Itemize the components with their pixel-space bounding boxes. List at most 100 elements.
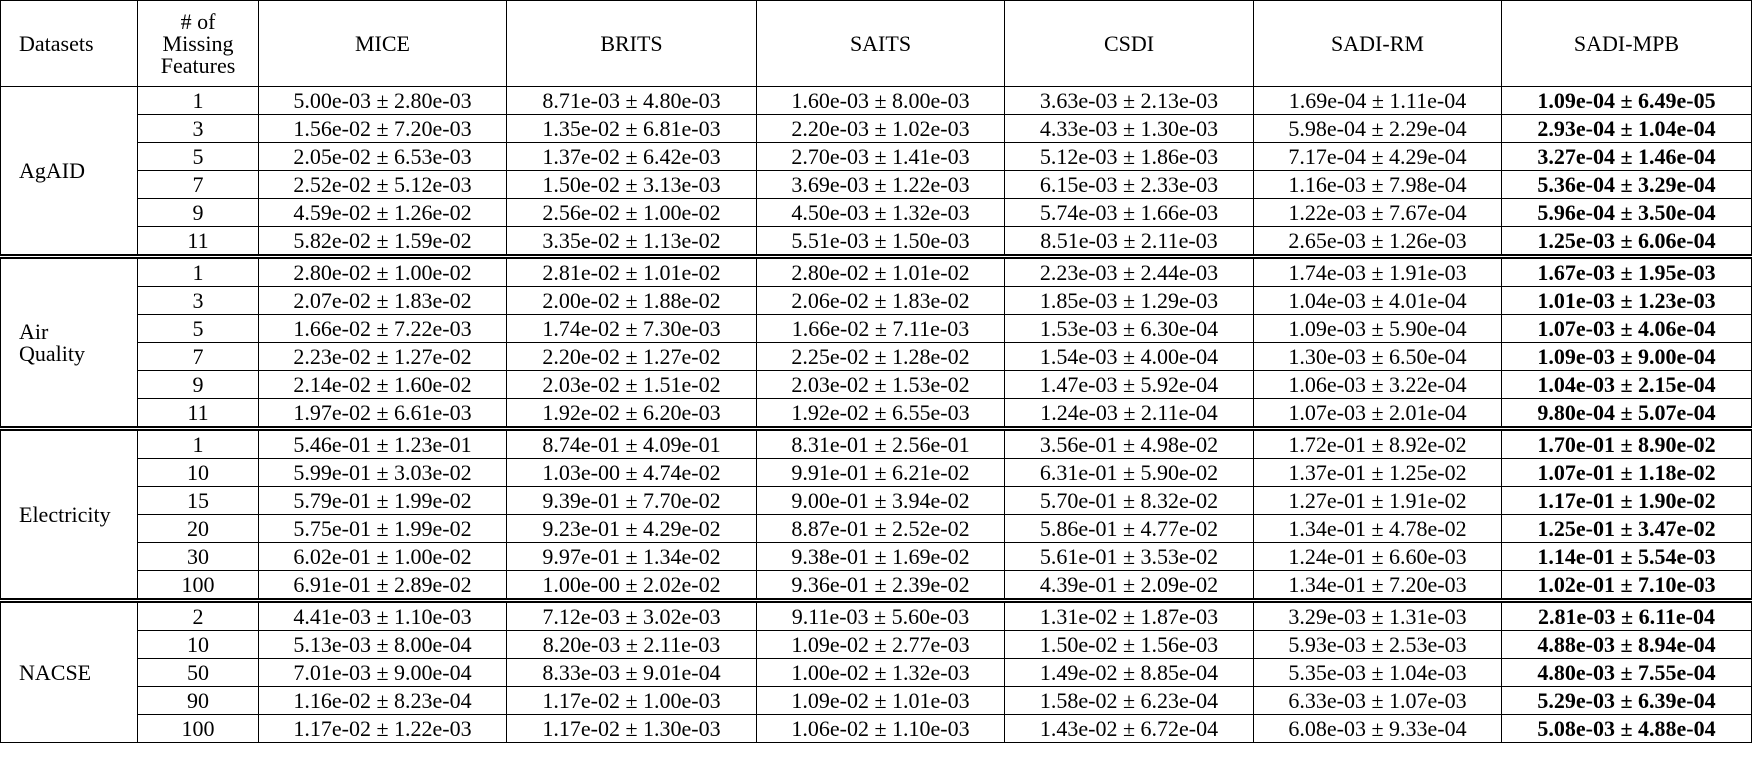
dataset-group: NACSE 2 4.41e-03 ± 1.10e-03 7.12e-03 ± 3.02…	[0, 600, 1752, 743]
missing-features-cell: 100	[137, 570, 259, 601]
metric-cell: 2.25e-02 ± 1.28e-02	[756, 342, 1005, 371]
dataset-label: AgAID	[19, 157, 85, 183]
metric-cell: 1.04e-03 ± 2.15e-04	[1501, 370, 1752, 399]
missing-features-cell: 11	[137, 398, 259, 429]
metric-cell: 6.33e-03 ± 1.07e-03	[1253, 686, 1502, 715]
dataset-group: Air Quality 1 2.80e-02 ± 1.00e-02 2.81e-02 ±…	[0, 256, 1752, 429]
missing-features-cell: 15	[137, 486, 259, 515]
table-row: Air Quality 1 2.80e-02 ± 1.00e-02 2.81e-02 ±…	[0, 256, 1752, 429]
missing-features-cell: 5	[137, 142, 259, 171]
metric-cell: 1.00e-02 ± 1.32e-03	[756, 658, 1005, 687]
metric-cell: 5.74e-03 ± 1.66e-03	[1004, 198, 1254, 227]
column-header: SADI-RM	[1253, 0, 1502, 87]
table-row: 7 2.23e-02 ± 1.27e-02 2.20e-02 ± 1.27e-02 2…	[1, 342, 1752, 371]
metric-cell: 1.09e-02 ± 2.77e-03	[756, 630, 1005, 659]
metric-cell: 1.56e-02 ± 7.20e-03	[258, 114, 507, 143]
metric-cell: 4.50e-03 ± 1.32e-03	[756, 198, 1005, 227]
missing-features-cell: 2	[137, 600, 259, 631]
metric-cell: 1.09e-02 ± 1.01e-03	[756, 686, 1005, 715]
metric-cell: 1.17e-02 ± 1.22e-03	[258, 714, 507, 743]
dataset-label: Electricity	[19, 501, 111, 527]
table-row: 90 1.16e-02 ± 8.23e-04 1.17e-02 ± 1.00e-03…	[1, 686, 1752, 715]
metric-cell: 5.13e-03 ± 8.00e-04	[258, 630, 507, 659]
header-text: BRITS	[600, 30, 663, 56]
dataset-name: Air Quality	[0, 256, 138, 429]
metric-cell: 1.09e-04 ± 6.49e-05	[1501, 86, 1752, 115]
metric-cell: 1.34e-01 ± 4.78e-02	[1253, 514, 1502, 543]
metric-cell: 1.09e-03 ± 9.00e-04	[1501, 342, 1752, 371]
metric-cell: 9.36e-01 ± 2.39e-02	[756, 570, 1005, 601]
metric-cell: 1.14e-01 ± 5.54e-03	[1501, 542, 1752, 571]
metric-cell: 5.93e-03 ± 2.53e-03	[1253, 630, 1502, 659]
metric-cell: 5.29e-03 ± 6.39e-04	[1501, 686, 1752, 715]
missing-features-cell: 3	[137, 286, 259, 315]
missing-features-cell: 3	[137, 114, 259, 143]
metric-cell: 1.92e-02 ± 6.20e-03	[506, 398, 757, 429]
metric-cell: 1.16e-03 ± 7.98e-04	[1253, 170, 1502, 199]
missing-features-cell: 100	[137, 714, 259, 743]
metric-cell: 1.01e-03 ± 1.23e-03	[1501, 286, 1752, 315]
table-row: 5 1.66e-02 ± 7.22e-03 1.74e-02 ± 7.30e-03 1…	[1, 314, 1752, 343]
metric-cell: 1.22e-03 ± 7.67e-04	[1253, 198, 1502, 227]
metric-cell: 9.38e-01 ± 1.69e-02	[756, 542, 1005, 571]
column-header: SADI-MPB	[1501, 0, 1752, 87]
metric-cell: 1.30e-03 ± 6.50e-04	[1253, 342, 1502, 371]
metric-cell: 5.96e-04 ± 3.50e-04	[1501, 198, 1752, 227]
table-header: Datasets # of Missing Features MICE BRITS SAIT…	[0, 0, 1752, 87]
metric-cell: 5.79e-01 ± 1.99e-02	[258, 486, 507, 515]
column-header: BRITS	[506, 0, 757, 87]
metric-cell: 2.14e-02 ± 1.60e-02	[258, 370, 507, 399]
metric-cell: 4.88e-03 ± 8.94e-04	[1501, 630, 1752, 659]
metric-cell: 3.35e-02 ± 1.13e-02	[506, 226, 757, 257]
table-row: 9 2.14e-02 ± 1.60e-02 2.03e-02 ± 1.51e-02 2…	[1, 370, 1752, 399]
metric-cell: 4.59e-02 ± 1.26e-02	[258, 198, 507, 227]
metric-cell: 9.00e-01 ± 3.94e-02	[756, 486, 1005, 515]
metric-cell: 1.74e-03 ± 1.91e-03	[1253, 256, 1502, 287]
metric-cell: 1.04e-03 ± 4.01e-04	[1253, 286, 1502, 315]
metric-cell: 5.00e-03 ± 2.80e-03	[258, 86, 507, 115]
metric-cell: 1.47e-03 ± 5.92e-04	[1004, 370, 1254, 399]
metric-cell: 1.07e-03 ± 2.01e-04	[1253, 398, 1502, 429]
metric-cell: 5.75e-01 ± 1.99e-02	[258, 514, 507, 543]
metric-cell: 1.50e-02 ± 1.56e-03	[1004, 630, 1254, 659]
metric-cell: 1.27e-01 ± 1.91e-02	[1253, 486, 1502, 515]
table-row: 11 5.82e-02 ± 1.59e-02 3.35e-02 ± 1.13e-02…	[1, 226, 1752, 257]
dataset-label: Quality	[19, 340, 85, 366]
header-text: SADI-MPB	[1573, 30, 1680, 56]
metric-cell: 2.81e-03 ± 6.11e-04	[1501, 600, 1752, 631]
metric-cell: 2.80e-02 ± 1.00e-02	[258, 256, 507, 287]
metric-cell: 1.85e-03 ± 1.29e-03	[1004, 286, 1254, 315]
metric-cell: 1.07e-01 ± 1.18e-02	[1501, 458, 1752, 487]
table-row: 7 2.52e-02 ± 5.12e-03 1.50e-02 ± 3.13e-03 3…	[1, 170, 1752, 199]
metric-cell: 5.99e-01 ± 3.03e-02	[258, 458, 507, 487]
dataset-name: NACSE	[0, 600, 138, 743]
metric-cell: 2.20e-03 ± 1.02e-03	[756, 114, 1005, 143]
dataset-group: AgAID 1 5.00e-03 ± 2.80e-03 8.71e-03 ± 4.80…	[0, 86, 1752, 257]
metric-cell: 1.07e-03 ± 4.06e-04	[1501, 314, 1752, 343]
metric-cell: 5.82e-02 ± 1.59e-02	[258, 226, 507, 257]
table-row: 3 1.56e-02 ± 7.20e-03 1.35e-02 ± 6.81e-03 2…	[1, 114, 1752, 143]
metric-cell: 8.31e-01 ± 2.56e-01	[756, 428, 1005, 459]
results-table: Datasets # of Missing Features MICE BRITS SAIT…	[0, 0, 1752, 743]
missing-features-cell: 1	[137, 86, 259, 115]
metric-cell: 5.12e-03 ± 1.86e-03	[1004, 142, 1254, 171]
metric-cell: 2.56e-02 ± 1.00e-02	[506, 198, 757, 227]
missing-features-cell: 90	[137, 686, 259, 715]
metric-cell: 1.37e-02 ± 6.42e-03	[506, 142, 757, 171]
metric-cell: 9.11e-03 ± 5.60e-03	[756, 600, 1005, 631]
metric-cell: 1.54e-03 ± 4.00e-04	[1004, 342, 1254, 371]
metric-cell: 5.70e-01 ± 8.32e-02	[1004, 486, 1254, 515]
table-row: 20 5.75e-01 ± 1.99e-02 9.23e-01 ± 4.29e-02…	[1, 514, 1752, 543]
missing-features-cell: 10	[137, 458, 259, 487]
metric-cell: 1.74e-02 ± 7.30e-03	[506, 314, 757, 343]
dataset-label: Air	[19, 318, 49, 344]
metric-cell: 2.70e-03 ± 1.41e-03	[756, 142, 1005, 171]
metric-cell: 1.17e-02 ± 1.00e-03	[506, 686, 757, 715]
metric-cell: 1.06e-02 ± 1.10e-03	[756, 714, 1005, 743]
metric-cell: 1.60e-03 ± 8.00e-03	[756, 86, 1005, 115]
metric-cell: 5.46e-01 ± 1.23e-01	[258, 428, 507, 459]
metric-cell: 9.97e-01 ± 1.34e-02	[506, 542, 757, 571]
metric-cell: 3.29e-03 ± 1.31e-03	[1253, 600, 1502, 631]
metric-cell: 2.20e-02 ± 1.27e-02	[506, 342, 757, 371]
missing-features-cell: 30	[137, 542, 259, 571]
